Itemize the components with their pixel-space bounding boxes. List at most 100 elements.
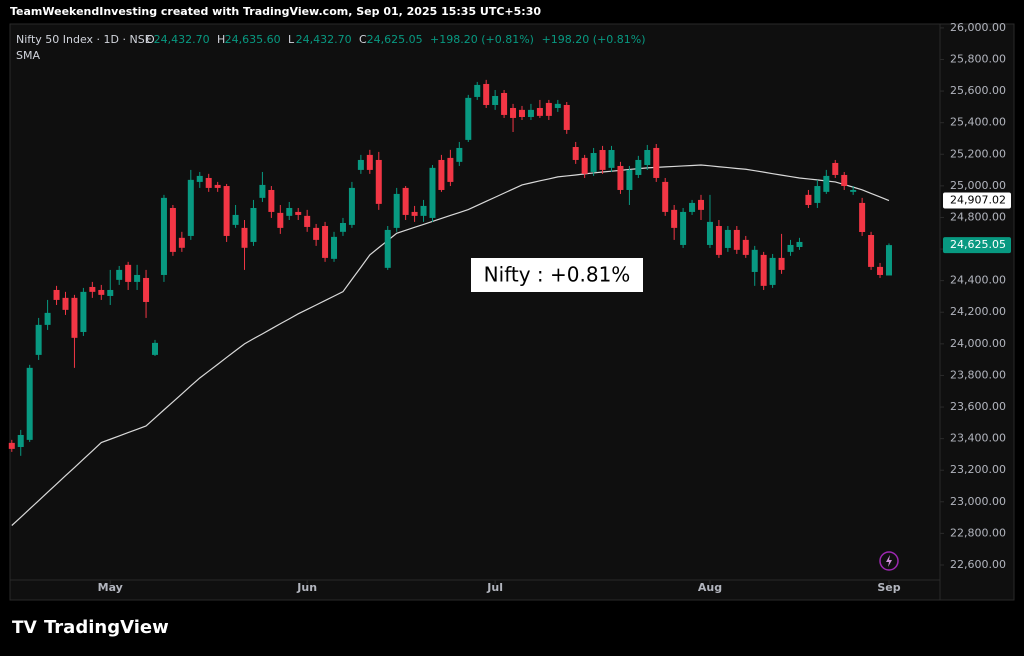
candle-body — [635, 159, 642, 175]
candle-body — [80, 291, 87, 332]
candle-body — [536, 107, 543, 116]
candle-body — [465, 97, 472, 140]
candle-body — [733, 229, 740, 250]
candle-body — [17, 434, 24, 447]
candle-body — [331, 236, 338, 259]
sma-price-tag — [943, 192, 1011, 209]
candle-body — [545, 102, 552, 116]
candle-body — [53, 289, 60, 300]
candle-body — [277, 212, 284, 228]
legend: Nifty 50 Index · 1D · NSE SMA O24,432.70… — [16, 33, 646, 62]
candle-body — [26, 367, 33, 440]
legend-ohlc-label: H — [217, 33, 225, 46]
candle-body — [787, 244, 794, 252]
candle-body — [196, 175, 203, 182]
y-tick-label: 23,600.00 — [950, 400, 1006, 413]
candle-body — [590, 153, 597, 172]
candle-body — [178, 237, 185, 248]
alert-icon[interactable] — [879, 551, 899, 571]
candle-body — [241, 227, 248, 248]
candle-body — [357, 159, 364, 170]
legend-ohlc-label: C — [359, 33, 367, 46]
candle-body — [384, 229, 391, 268]
y-tick-label: 23,800.00 — [950, 368, 1006, 381]
y-tick-label: 25,600.00 — [950, 84, 1006, 97]
candle-body — [313, 227, 320, 240]
last-price-label: 24,625.05 — [950, 238, 1006, 251]
y-tick-label: 24,400.00 — [950, 274, 1006, 287]
candle-body — [644, 150, 651, 166]
x-tick-label: Aug — [698, 581, 722, 594]
candle-body — [868, 234, 875, 267]
y-tick-label: 24,200.00 — [950, 305, 1006, 318]
legend-indicator: SMA — [16, 49, 40, 62]
legend-ohlc-label: L — [288, 33, 295, 46]
y-tick-label: 25,000.00 — [950, 179, 1006, 192]
sma-line — [11, 164, 890, 526]
candle-body — [554, 103, 561, 108]
candle-body — [134, 274, 141, 282]
candle-body — [662, 181, 669, 212]
candle-body — [617, 165, 624, 190]
candle-body — [814, 186, 821, 203]
candle-body — [671, 209, 678, 228]
candle-body — [527, 109, 534, 117]
candle-body — [438, 159, 445, 190]
candle-body — [742, 239, 749, 255]
candle-body — [232, 214, 239, 225]
candle-body — [563, 104, 570, 130]
candle-body — [322, 225, 329, 258]
x-tick-label: Sep — [877, 581, 900, 594]
candle-body — [689, 202, 696, 212]
candle-body — [62, 297, 69, 310]
candle-body — [859, 202, 866, 232]
y-tick-label: 22,600.00 — [950, 558, 1006, 571]
candle-body — [8, 442, 15, 449]
y-tick-label: 25,800.00 — [950, 52, 1006, 65]
candle-body — [205, 177, 212, 188]
candle-body — [510, 107, 517, 118]
legend-change: +198.20 (+0.81%) — [542, 33, 646, 46]
candle-body — [501, 92, 508, 115]
candle-body — [581, 157, 588, 174]
candle-body — [877, 266, 884, 275]
candle-body — [724, 229, 731, 248]
candle-body — [572, 147, 579, 160]
candle-body — [116, 269, 123, 280]
x-tick-label: Jul — [486, 581, 503, 594]
candle-body — [715, 225, 722, 255]
logo-text: TradingView — [44, 617, 169, 638]
y-tick-label: 26,000.00 — [950, 21, 1006, 34]
x-tick-label: Jun — [296, 581, 317, 594]
candle-body — [492, 95, 499, 105]
candle-body — [518, 109, 525, 117]
chart-pane — [9, 23, 1015, 601]
candle-body — [187, 179, 194, 236]
candle-body — [160, 197, 167, 275]
candle-body — [778, 257, 785, 270]
candle-body — [339, 222, 346, 232]
header: TeamWeekendInvesting created with Tradin… — [10, 5, 541, 18]
annotation: Nifty : +0.81% — [484, 263, 631, 287]
legend-ohlc-value: 24,432.70 — [296, 33, 352, 46]
candle-body — [850, 189, 857, 192]
candle-body — [214, 184, 221, 188]
y-tick-label: 23,200.00 — [950, 463, 1006, 476]
candle-body — [447, 157, 454, 182]
legend-change: +198.20 (+0.81%) — [430, 33, 534, 46]
legend-ohlc-value: 24,432.70 — [154, 33, 210, 46]
y-tick-label: 22,800.00 — [950, 526, 1006, 539]
candle-body — [152, 342, 159, 355]
candle-body — [885, 245, 892, 276]
candle-body — [760, 254, 767, 286]
candle-body — [286, 207, 293, 216]
candle-body — [411, 211, 418, 216]
y-tick-label: 23,000.00 — [950, 495, 1006, 508]
candle-body — [841, 174, 848, 187]
candle-body — [626, 169, 633, 190]
candle-body — [429, 167, 436, 218]
candle-body — [823, 175, 830, 192]
alert-bolt — [886, 555, 892, 567]
legend-symbol: Nifty 50 Index · 1D · NSE — [16, 33, 152, 46]
